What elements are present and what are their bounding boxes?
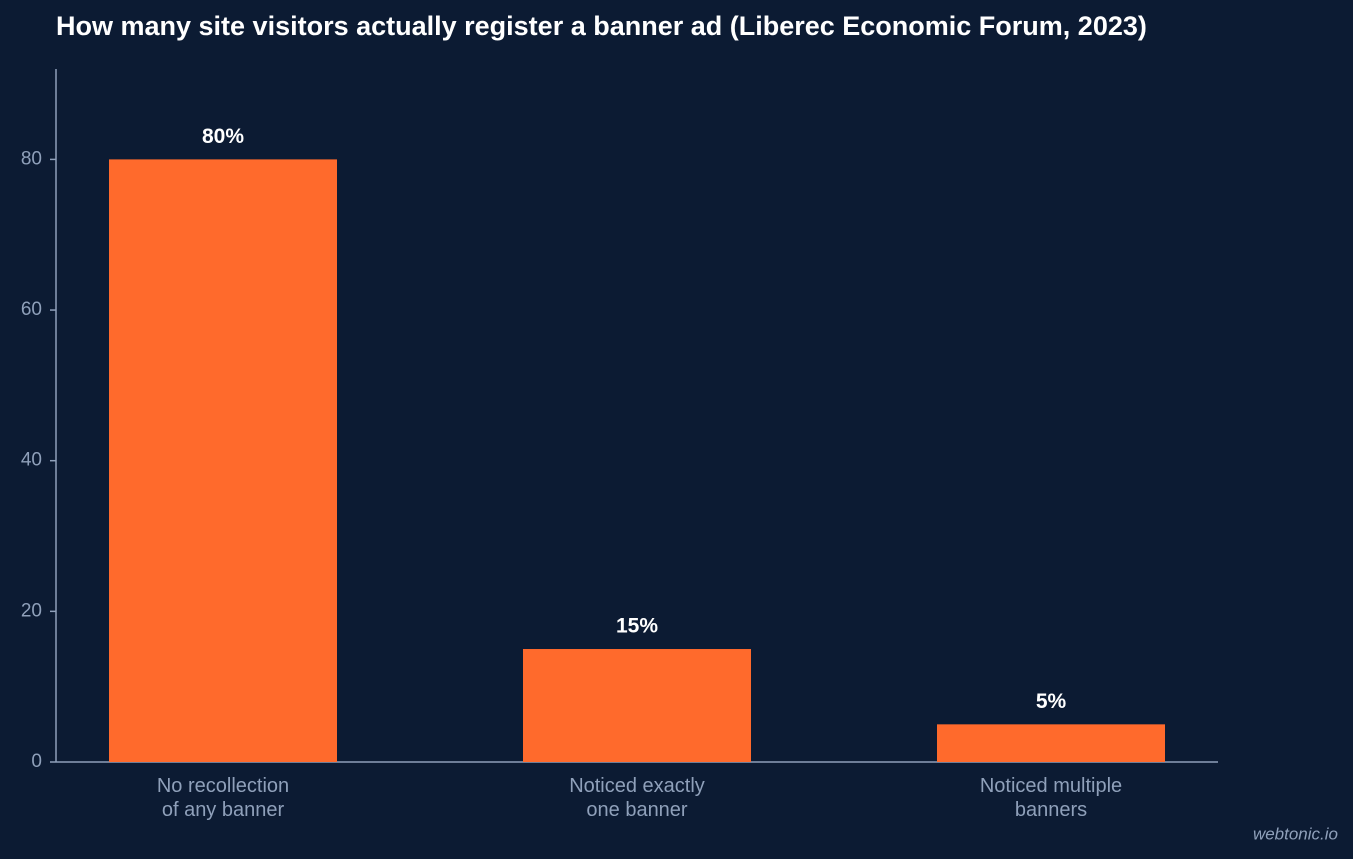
bar <box>109 159 337 763</box>
value-label: 15% <box>616 615 658 638</box>
x-tick-label: No recollection of any banner <box>157 775 289 821</box>
y-tick-label: 80 <box>21 148 42 169</box>
y-tick-label: 60 <box>21 299 42 320</box>
chart-title: How many site visitors actually register… <box>56 11 1147 41</box>
x-tick-label: Noticed multiple banners <box>980 775 1122 821</box>
y-tick-label: 20 <box>21 600 42 621</box>
y-tick-label: 0 <box>31 751 42 772</box>
bar <box>523 649 751 762</box>
watermark: webtonic.io <box>1253 824 1338 843</box>
value-label: 80% <box>202 125 244 148</box>
x-tick-label: Noticed exactly one banner <box>569 775 705 821</box>
y-tick-label: 40 <box>21 450 42 471</box>
value-label: 5% <box>1036 690 1067 713</box>
bar <box>937 724 1165 762</box>
